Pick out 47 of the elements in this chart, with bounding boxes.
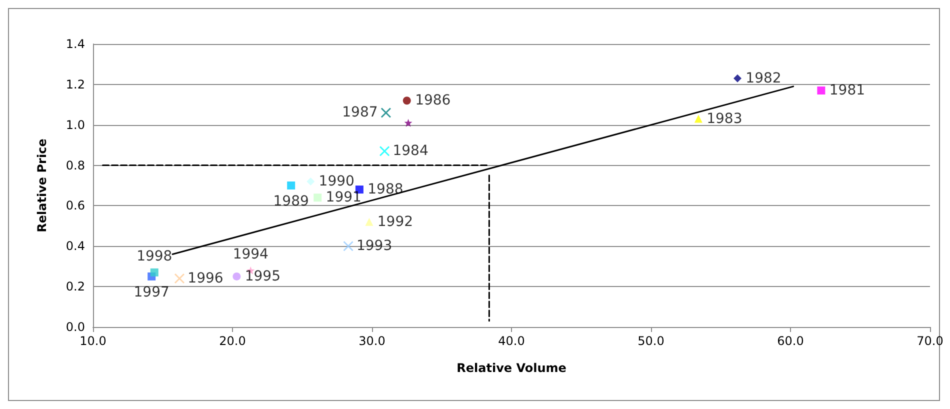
x-tick-label: 50.0 xyxy=(638,334,664,348)
point xyxy=(733,74,742,82)
point xyxy=(174,273,185,284)
point xyxy=(306,177,315,186)
series-label: 1996 xyxy=(188,270,224,286)
y-tick-label: 1.2 xyxy=(66,77,85,92)
y-tick-label: 0.6 xyxy=(66,198,85,213)
series-label: 1990 xyxy=(318,173,354,190)
series-label: 1992 xyxy=(377,214,414,230)
y-tick-label: 1.4 xyxy=(66,37,85,51)
series-label: 1983 xyxy=(706,110,742,127)
series-label: 1997 xyxy=(134,284,170,300)
y-tick-label: 0.2 xyxy=(66,280,85,294)
point xyxy=(404,118,412,127)
point xyxy=(365,218,374,226)
y-tick-label: 1.0 xyxy=(66,118,85,132)
series-label: 1988 xyxy=(368,182,404,198)
series-label: 1991 xyxy=(326,190,362,206)
point xyxy=(150,268,158,276)
point xyxy=(380,107,392,118)
y-tick-label: 0.4 xyxy=(66,239,85,254)
point xyxy=(694,114,702,123)
x-tick-label: 20.0 xyxy=(219,334,246,348)
point xyxy=(817,86,826,94)
point xyxy=(402,96,411,105)
y-axis-title: Relative Price xyxy=(35,138,49,232)
series-label: 1998 xyxy=(136,248,172,264)
x-tick-label: 70.0 xyxy=(916,334,944,348)
series-label: 1981 xyxy=(829,82,866,98)
series-label: 1995 xyxy=(244,268,281,284)
x-tick-label: 40.0 xyxy=(498,334,525,348)
point xyxy=(314,194,322,202)
y-tick-label: 0.0 xyxy=(66,320,85,334)
x-tick-label: 10.0 xyxy=(80,334,106,348)
point xyxy=(343,240,354,252)
x-tick-label: 60.0 xyxy=(777,334,804,348)
point xyxy=(287,182,296,190)
series-label: 1986 xyxy=(415,92,451,109)
x-tick-label: 30.0 xyxy=(358,334,386,348)
series-label: 1994 xyxy=(232,246,269,262)
series-label: 1984 xyxy=(392,143,428,160)
x-axis-title: Relative Volume xyxy=(456,361,566,375)
series-label: 1987 xyxy=(342,104,378,121)
y-tick-label: 0.8 xyxy=(66,158,85,172)
point xyxy=(232,272,241,280)
series-label: 1982 xyxy=(746,70,782,86)
point xyxy=(379,146,390,156)
